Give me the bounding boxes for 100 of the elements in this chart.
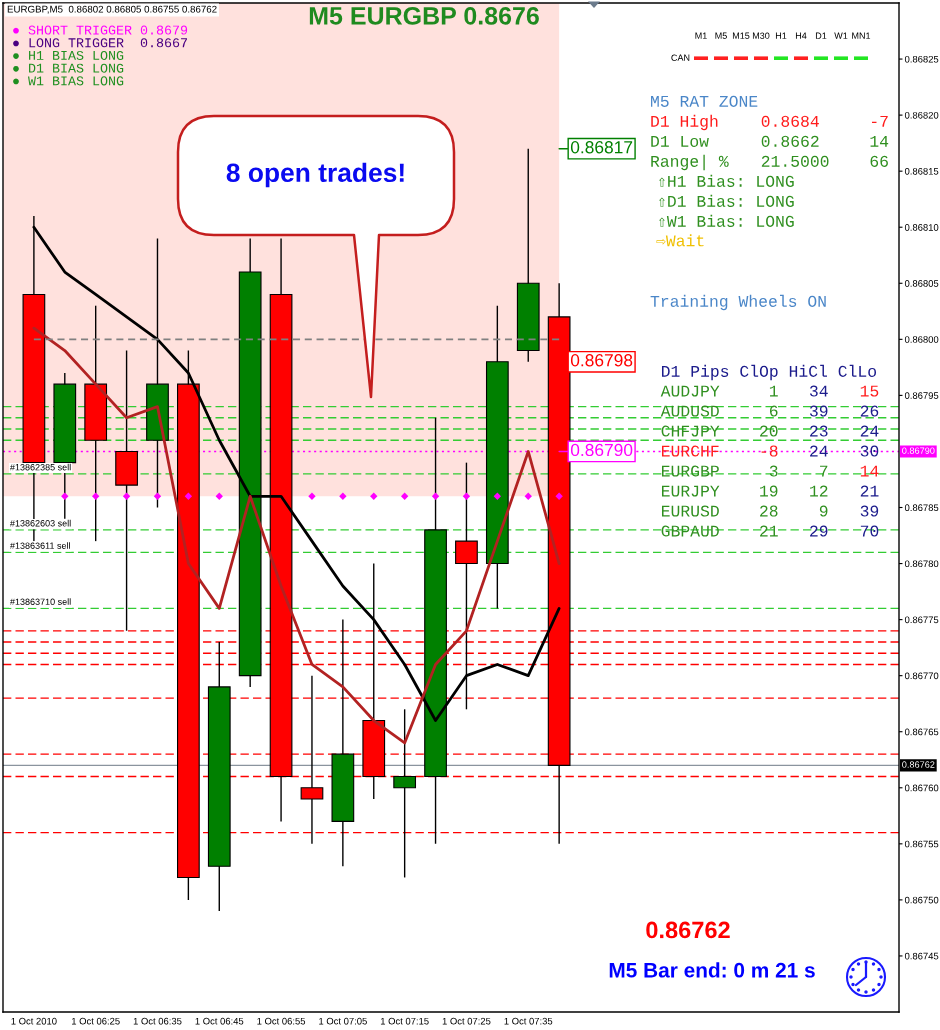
chart-subtitle: M5 EURGBP 0.8676 [309, 7, 539, 25]
annotation: 34 [809, 385, 828, 397]
annotation: 24 [860, 425, 879, 437]
annotation: ⇧W1 Bias: LONG [658, 214, 794, 227]
annotation: 66 [870, 155, 888, 167]
annotation: 39 [809, 405, 828, 417]
y-tick-label: 0.86810 [904, 224, 939, 231]
y-tick-label: 0.86800 [904, 336, 939, 343]
annotation: 39 [860, 505, 879, 517]
annotation: M1 [695, 32, 707, 39]
annotation: EURCHF [662, 445, 719, 457]
annotation: 3 [769, 465, 778, 477]
annotation: 0.86817 [570, 141, 633, 154]
y-tick-label: 0.86820 [904, 111, 939, 119]
x-tick-label: 1 Oct 06:45 [195, 1017, 244, 1025]
annotation: D1 Pips ClOp HiCl ClLo [662, 364, 877, 381]
annotation: ● W1 BIAS LONG [13, 76, 124, 86]
annotation: ⇧D1 Bias: LONG [658, 194, 794, 207]
annotation: 0.86798 [570, 354, 633, 367]
ref-line-label: 0.86790 [902, 447, 935, 454]
y-tick-label: 0.86755 [904, 840, 939, 848]
annotation: MN1 [852, 32, 871, 39]
chart-title: EURGBP,M5 0.86802 0.86805 0.86755 0.86762 [7, 5, 217, 14]
annotation: H1 [775, 32, 787, 39]
annotation: D1 [815, 32, 827, 39]
annotation: 6 [769, 405, 778, 417]
annotation: M15 [732, 32, 750, 39]
y-tick-label: 0.86760 [904, 784, 939, 792]
y-tick-label: 0.86775 [904, 616, 939, 624]
ref-line-label: #13862385 sell [9, 463, 71, 471]
annotation: AUDJPY [660, 385, 720, 397]
annotation: 23 [810, 425, 828, 437]
annotation: 15 [860, 385, 879, 397]
annotation: 0.86762 [646, 921, 730, 939]
annotation: 7 [820, 465, 828, 477]
annotation: ⇧H1 Bias: LONG [658, 174, 794, 187]
annotation: AUDUSD [660, 405, 719, 417]
annotation: Range| % [651, 154, 729, 171]
annotation: ● SHORT TRIGGER 0.8679 [13, 25, 188, 35]
annotation: 20 [760, 425, 778, 437]
annotation: 9 [819, 505, 828, 517]
annotation: EURUSD [662, 505, 719, 517]
annotation: 0.8684 [761, 115, 819, 127]
annotation: -8 [761, 445, 778, 457]
ref-line-label: #13863611 sell [9, 542, 70, 549]
annotation: M30 [752, 32, 770, 39]
annotation: 29 [810, 525, 828, 537]
annotation: 26 [860, 405, 879, 417]
annotation: 0.86790 [570, 443, 633, 457]
annotation: 19 [760, 485, 778, 497]
ref-line-label: 0.86762 [902, 761, 935, 768]
y-tick-label: 0.86765 [904, 728, 939, 736]
y-tick-label: 0.86805 [904, 280, 939, 287]
x-tick-label: 1 Oct 07:35 [504, 1017, 553, 1025]
x-tick-label: 1 Oct 07:25 [442, 1017, 491, 1025]
y-tick-label: 0.86750 [904, 896, 939, 904]
y-tick-label: 0.86815 [904, 167, 939, 175]
annotation: W1 [834, 32, 848, 39]
annotation: EURJPY [662, 485, 720, 497]
candlestick [393, 708, 417, 879]
annotation: 14 [860, 465, 879, 477]
annotation: CAN [671, 54, 690, 61]
annotation: ● D1 BIAS LONG [13, 63, 124, 73]
annotation: M5 [715, 32, 727, 39]
ref-line-label: #13862603 sell [9, 519, 71, 527]
y-tick-label: 0.86745 [904, 952, 939, 960]
annotation: Training Wheels ON [650, 294, 826, 311]
annotation: 8 open trades! [226, 162, 404, 188]
annotation: M5 Bar end: 0 m 21 s [609, 962, 815, 978]
x-tick-label: 1 Oct 2010 [11, 1017, 57, 1025]
annotation: D1 Low [651, 135, 709, 147]
y-tick-label: 0.86795 [904, 392, 939, 399]
annotation: 21 [760, 525, 778, 537]
annotation: M5 RAT ZONE [651, 95, 758, 107]
annotation: 1 [769, 385, 778, 397]
y-tick-label: 0.86770 [904, 672, 939, 680]
y-tick-label: 0.86785 [904, 504, 939, 512]
annotation: 21 [860, 485, 879, 497]
y-tick-label: 0.86780 [904, 560, 939, 568]
annotation: 70 [860, 525, 879, 537]
annotation: 14 [870, 135, 889, 147]
annotation: H4 [795, 32, 807, 39]
annotation: 28 [760, 505, 778, 517]
y-tick-label: 0.86825 [904, 55, 939, 63]
x-tick-label: 1 Oct 06:55 [257, 1017, 306, 1025]
annotation: ⇨Wait [656, 234, 704, 247]
ref-line-label: #13863710 sell [9, 598, 71, 605]
x-tick-label: 1 Oct 06:35 [133, 1017, 182, 1025]
x-tick-label: 1 Oct 06:25 [72, 1017, 120, 1025]
annotation: 21.5000 [761, 155, 829, 167]
annotation: -7 [872, 115, 888, 127]
x-tick-label: 1 Oct 07:05 [319, 1017, 367, 1025]
annotation: D1 High [651, 114, 718, 131]
annotation: ● H1 BIAS LONG [13, 50, 124, 60]
x-tick-label: 1 Oct 07:15 [380, 1017, 429, 1025]
annotation: 24 [810, 445, 828, 457]
annotation: 12 [810, 485, 828, 497]
annotation: 0.8662 [761, 135, 819, 147]
annotation: 30 [860, 445, 879, 457]
annotation: ● LONG TRIGGER 0.8667 [13, 38, 187, 48]
